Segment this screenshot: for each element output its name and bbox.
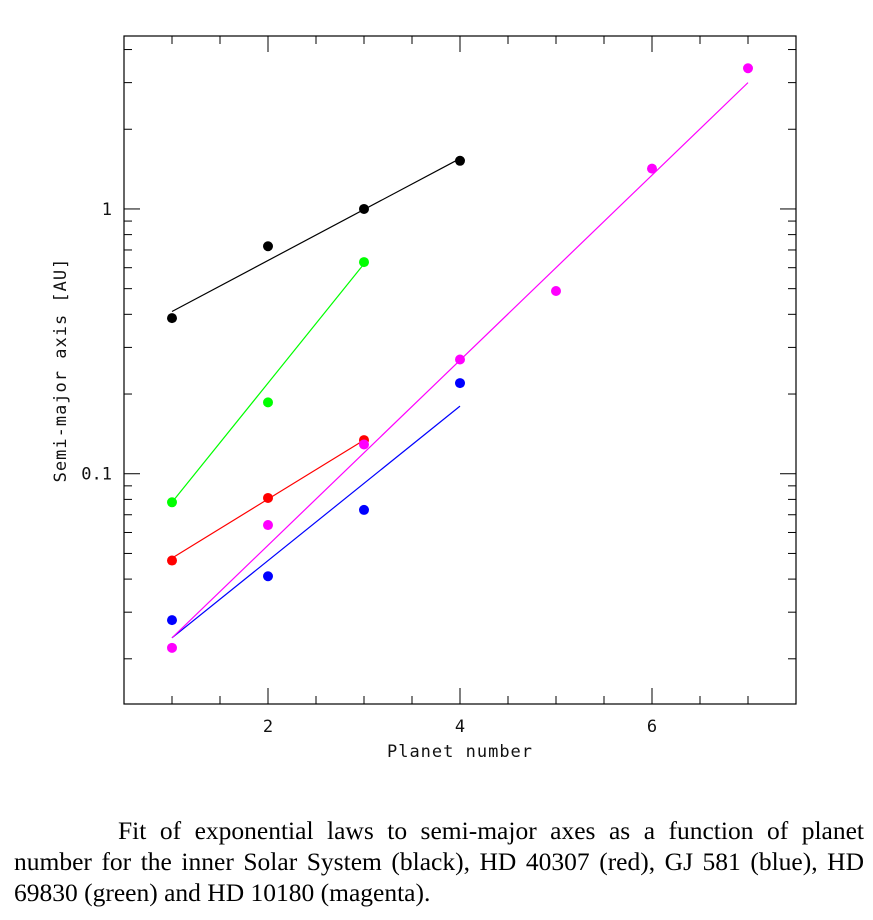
data-points [167, 63, 753, 653]
data-point [263, 397, 273, 408]
tick-labels: 2 4 6 0.1 1 [81, 200, 657, 737]
x-tick-label: 6 [647, 717, 657, 737]
fit-line [171, 263, 365, 503]
data-point [647, 163, 657, 174]
data-point [551, 285, 561, 296]
x-axis-title: Planet number [387, 742, 533, 762]
data-point [263, 492, 273, 503]
data-point [359, 203, 369, 214]
axis-ticks [124, 36, 796, 704]
y-tick-label: 0.1 [81, 465, 112, 485]
data-point [359, 504, 369, 515]
data-point [167, 615, 177, 626]
x-tick-label: 2 [263, 717, 273, 737]
data-point [263, 241, 273, 252]
data-point [263, 520, 273, 531]
y-axis-title: Semi-major axis [AU] [51, 258, 71, 483]
data-point [167, 555, 177, 566]
data-point [455, 378, 465, 389]
data-point [359, 439, 369, 450]
fit-line [171, 158, 461, 313]
fit-line [171, 405, 461, 639]
data-point [455, 155, 465, 166]
data-point [743, 63, 753, 74]
scatter-chart: 2 4 6 0.1 1 Planet number Semi-major axis [A… [51, 35, 797, 762]
figure-caption: Fit of exponential laws to semi-major ax… [14, 816, 864, 907]
plot-frame [123, 35, 797, 705]
data-point [359, 257, 369, 268]
x-tick-label: 4 [455, 717, 465, 737]
data-point [455, 354, 465, 365]
data-point [167, 497, 177, 508]
y-tick-label: 1 [102, 200, 112, 220]
data-point [167, 313, 177, 324]
data-point [167, 642, 177, 653]
data-point [263, 571, 273, 582]
